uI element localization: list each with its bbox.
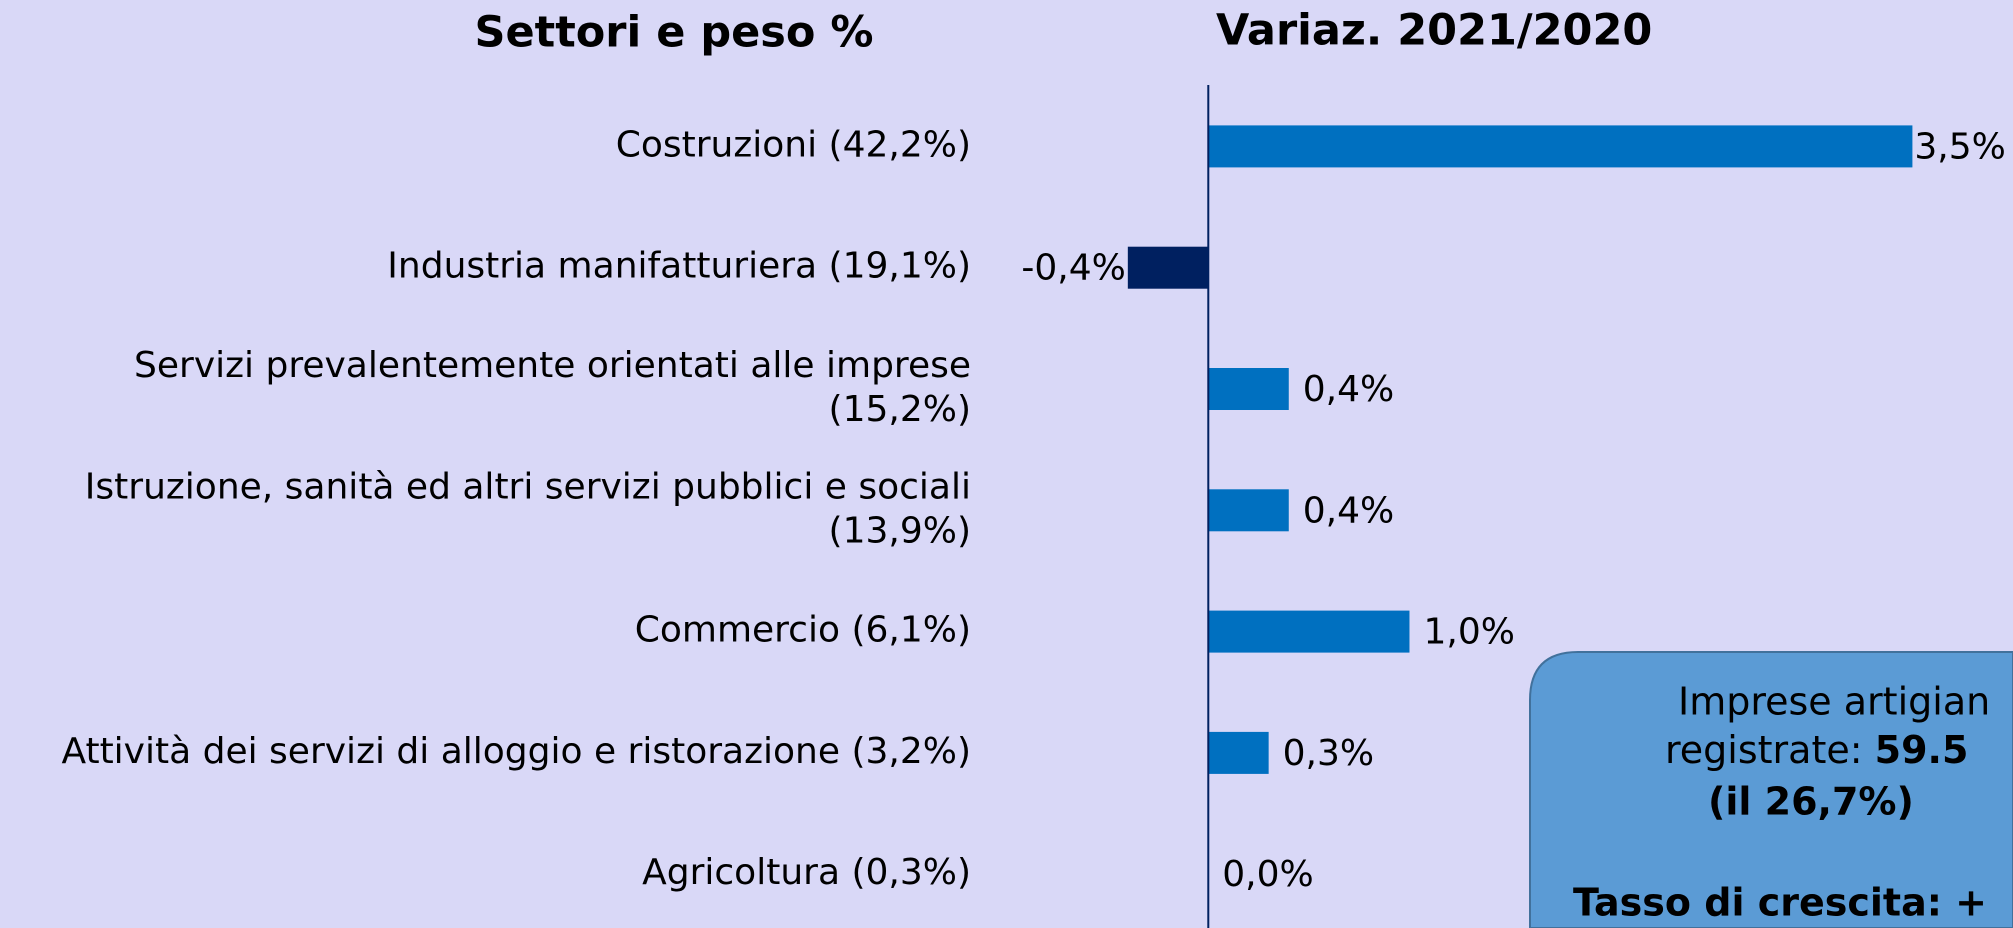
bar: [1127, 246, 1209, 289]
label-line: Istruzione, sanità ed altri servizi pubb…: [85, 466, 971, 507]
label-line: Servizi prevalentemente orientati alle i…: [134, 345, 971, 386]
category-label: Servizi prevalentemente orientati alle i…: [134, 345, 971, 430]
box-text: registrate:: [1665, 728, 1875, 772]
category-label: Attività dei servizi di alloggio e risto…: [61, 731, 971, 772]
box-line: Imprese artigian: [1678, 680, 1990, 724]
category-label: Industria manifatturiera (19,1%): [387, 246, 971, 287]
bar: [1208, 489, 1289, 532]
category-label: Commercio (6,1%): [635, 610, 971, 651]
box-number: 59.5: [1875, 728, 1969, 772]
box-line: registrate: 59.5: [1665, 728, 1968, 772]
category-label: Istruzione, sanità ed altri servizi pubb…: [85, 466, 971, 551]
info-box: [1529, 651, 2013, 928]
bar: [1208, 610, 1410, 653]
value-label: 0,0%: [1222, 854, 1313, 895]
label-line: (13,9%): [829, 510, 971, 551]
left-title: Settori e peso %: [475, 8, 874, 58]
right-title: Variaz. 2021/2020: [1216, 6, 1652, 56]
category-label: Agricoltura (0,3%): [642, 852, 971, 893]
value-label: 1,0%: [1423, 612, 1514, 653]
value-label: -0,4%: [1021, 248, 1125, 289]
value-label: 0,4%: [1303, 490, 1394, 531]
value-label: 0,3%: [1283, 733, 1374, 774]
category-label: Costruzioni (42,2%): [616, 124, 971, 165]
label-line: (15,2%): [829, 389, 971, 430]
value-label: 3,5%: [1914, 126, 2005, 167]
bar: [1208, 125, 1913, 168]
bar: [1208, 731, 1269, 774]
box-line: (il 26,7%): [1708, 780, 1914, 824]
value-label: 0,4%: [1303, 369, 1394, 410]
bar: [1208, 368, 1289, 410]
box-line: Tasso di crescita: +: [1573, 881, 1987, 925]
